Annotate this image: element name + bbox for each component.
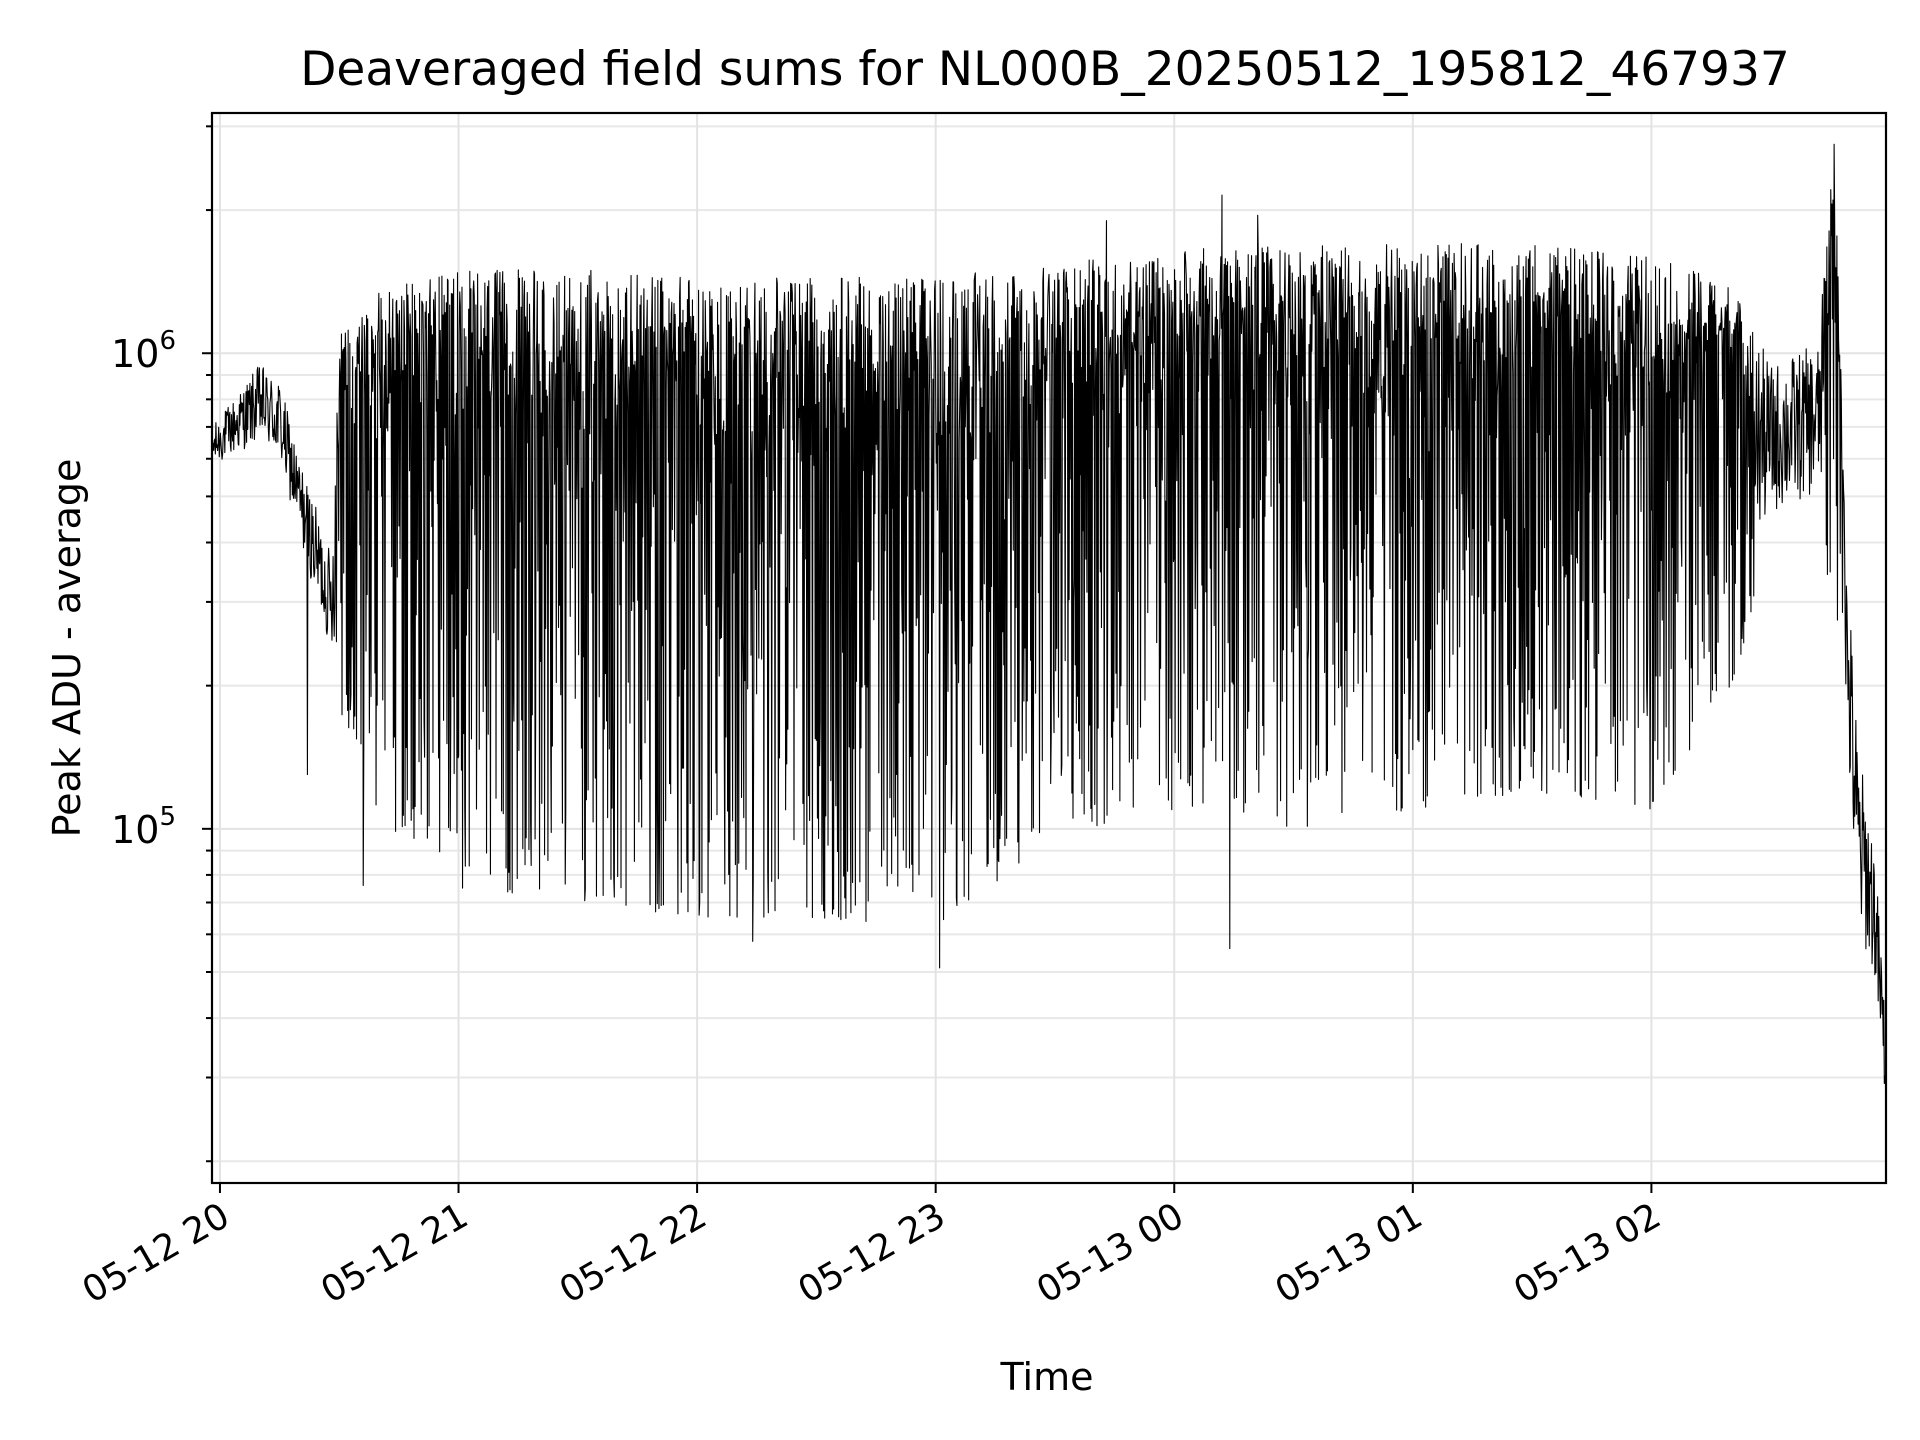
series-group xyxy=(211,143,1887,1085)
y-axis: 105 106 xyxy=(111,125,212,1163)
x-axis-label: Time xyxy=(1000,1355,1094,1399)
series-line xyxy=(211,143,1887,1085)
chart-title: Deaveraged field sums for NL000B_2025051… xyxy=(300,42,1790,97)
y-axis-label: Peak ADU - average xyxy=(45,459,89,838)
y-tick-label: 106 xyxy=(111,326,176,376)
plot-frame xyxy=(210,111,1888,1185)
y-tick-label: 105 xyxy=(111,802,176,852)
